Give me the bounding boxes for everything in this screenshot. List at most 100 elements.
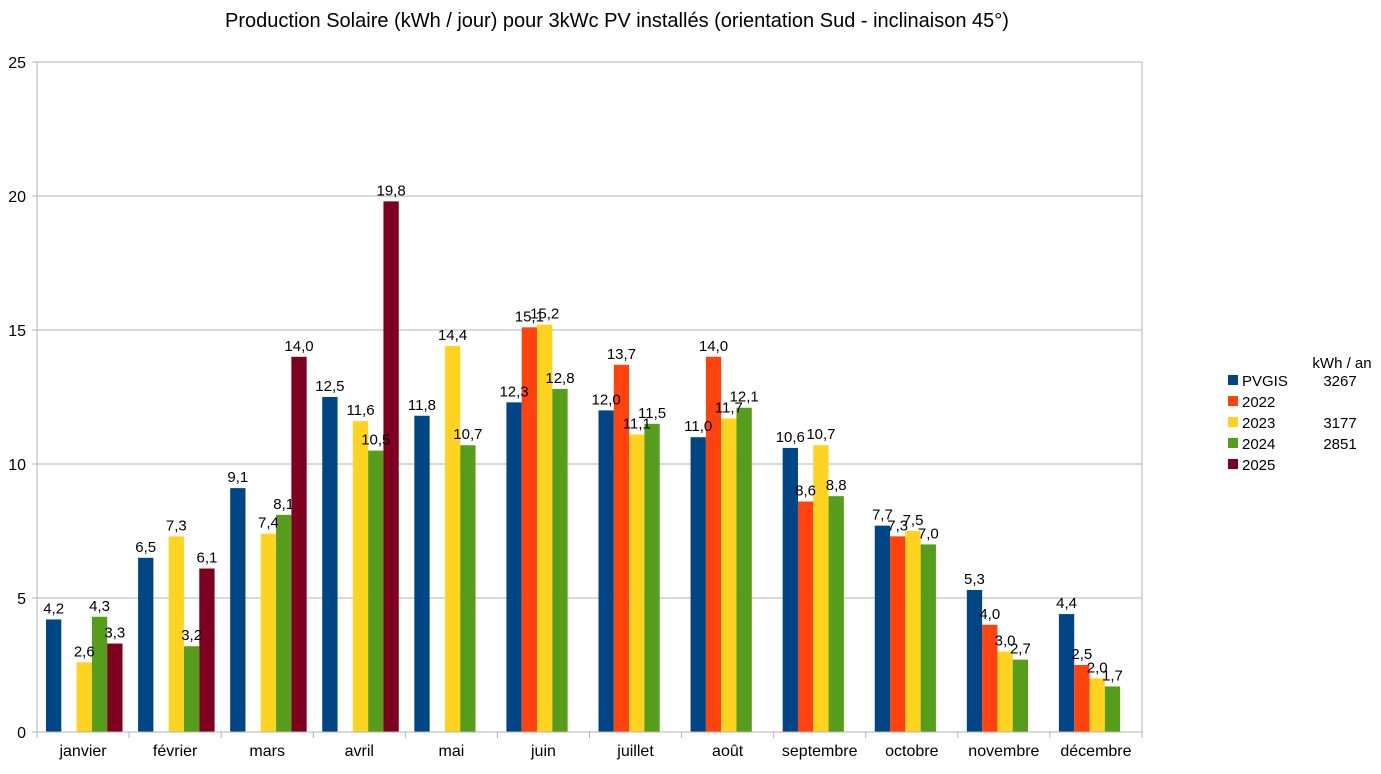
- x-axis-ticks: janvier février mars avril mai juin juillet aoû…: [36, 732, 1143, 760]
- chart-title: Production Solaire (kWh / jour) pour 3kW…: [225, 10, 1009, 32]
- legend-swatch: [1228, 438, 1238, 448]
- bar: [107, 643, 123, 732]
- y-tick-label: 0: [17, 725, 26, 742]
- data-label: 4,2: [43, 600, 64, 617]
- bars: [46, 201, 1121, 733]
- legend-swatch: [1228, 375, 1238, 385]
- bar: [199, 568, 215, 732]
- data-label: 10,7: [806, 426, 835, 443]
- data-label: 11,7: [715, 399, 743, 416]
- data-label: 12,5: [315, 378, 344, 395]
- data-labels: 4,2 6,5 9,1 12,5 11,8 12,3 12,0 11,0 10,6 7,7 5,3 4…: [43, 182, 1123, 684]
- legend-label: PVGIS: [1242, 373, 1288, 390]
- y-tick-label: 5: [17, 591, 26, 608]
- bar: [76, 662, 92, 732]
- bar: [506, 402, 522, 732]
- y-tick-label: 20: [8, 189, 26, 206]
- bar: [797, 501, 814, 732]
- data-label: 8,8: [826, 477, 847, 494]
- data-label: 13,7: [607, 346, 636, 363]
- x-tick-label: juillet: [616, 743, 654, 760]
- bar: [1089, 678, 1105, 732]
- bar: [721, 418, 737, 732]
- bar: [813, 445, 829, 732]
- data-label: 14,0: [284, 338, 313, 355]
- x-tick-label: avril: [345, 743, 374, 760]
- x-tick-label: octobre: [885, 743, 938, 760]
- data-label: 6,5: [135, 539, 156, 556]
- bar: [230, 488, 246, 732]
- data-label: 11,5: [638, 405, 666, 422]
- bar: [276, 514, 292, 732]
- legend-side-value: 2851: [1323, 436, 1356, 453]
- y-tick-label: 10: [8, 457, 26, 474]
- data-label: 8,1: [273, 496, 294, 513]
- y-tick-label: 15: [8, 323, 26, 340]
- legend-side-value: 3267: [1323, 373, 1356, 390]
- legend-label: 2023: [1242, 415, 1275, 432]
- data-label: 2,7: [1010, 641, 1031, 658]
- gridlines: [37, 61, 1142, 599]
- x-tick-label: mars: [249, 743, 285, 760]
- x-tick-label: juin: [530, 743, 556, 760]
- x-tick-label: août: [712, 743, 744, 760]
- bar: [322, 397, 338, 732]
- data-label: 5,3: [964, 571, 985, 588]
- legend-label: 2022: [1242, 394, 1275, 411]
- bar: [920, 544, 936, 732]
- data-label: 10,7: [453, 426, 482, 443]
- data-label: 9,1: [227, 469, 248, 486]
- bar: [890, 536, 906, 732]
- legend-side-header: kWh / an: [1312, 355, 1371, 372]
- x-tick-label: janvier: [58, 743, 107, 760]
- data-label: 11,6: [346, 402, 374, 419]
- data-label: 3,0: [995, 633, 1016, 650]
- bar: [414, 415, 430, 732]
- bar: [91, 616, 108, 732]
- plot-frame: [36, 61, 1143, 733]
- data-label: 1,7: [1102, 667, 1123, 684]
- bar: [629, 434, 645, 732]
- x-tick-label: décembre: [1060, 743, 1131, 760]
- bar: [782, 447, 798, 732]
- data-label: 10,5: [361, 432, 390, 449]
- data-label: 7,4: [258, 515, 279, 532]
- bar: [997, 651, 1013, 732]
- bar: [905, 531, 921, 732]
- bar: [383, 201, 399, 733]
- legend: kWh / an PVGIS 3267 2022 2023 3177 2024 2851 20…: [1228, 355, 1372, 474]
- bar: [552, 388, 568, 732]
- data-label: 6,1: [197, 550, 218, 567]
- bar: [537, 324, 553, 732]
- x-tick-label: février: [153, 743, 198, 760]
- bar: [598, 410, 614, 732]
- data-label: 12,8: [545, 370, 574, 387]
- bar: [521, 327, 538, 732]
- bar: [368, 450, 384, 732]
- data-label: 4,4: [1056, 595, 1077, 612]
- bar: [690, 437, 706, 732]
- data-label: 7,0: [918, 525, 939, 542]
- legend-swatch: [1228, 396, 1238, 406]
- data-label: 8,6: [795, 483, 816, 500]
- bar: [291, 356, 307, 732]
- x-tick-label: mai: [438, 743, 464, 760]
- bar: [1012, 659, 1029, 732]
- bar: [705, 356, 722, 732]
- bar: [982, 624, 998, 732]
- bar: [46, 619, 62, 732]
- data-label: 3,2: [181, 627, 202, 644]
- y-axis-ticks: 0 5 10 15 20 25: [8, 55, 37, 742]
- data-label: 7,3: [887, 517, 908, 534]
- bar: [444, 346, 461, 732]
- data-label: 3,3: [104, 625, 125, 642]
- bar: [1074, 665, 1090, 732]
- data-label: 15,1: [515, 308, 544, 325]
- legend-swatch: [1228, 417, 1238, 427]
- data-label: 11,1: [623, 416, 651, 433]
- bar: [736, 407, 752, 732]
- legend-side-value: 3177: [1323, 415, 1356, 432]
- bar: [460, 445, 476, 732]
- bar: [613, 364, 630, 732]
